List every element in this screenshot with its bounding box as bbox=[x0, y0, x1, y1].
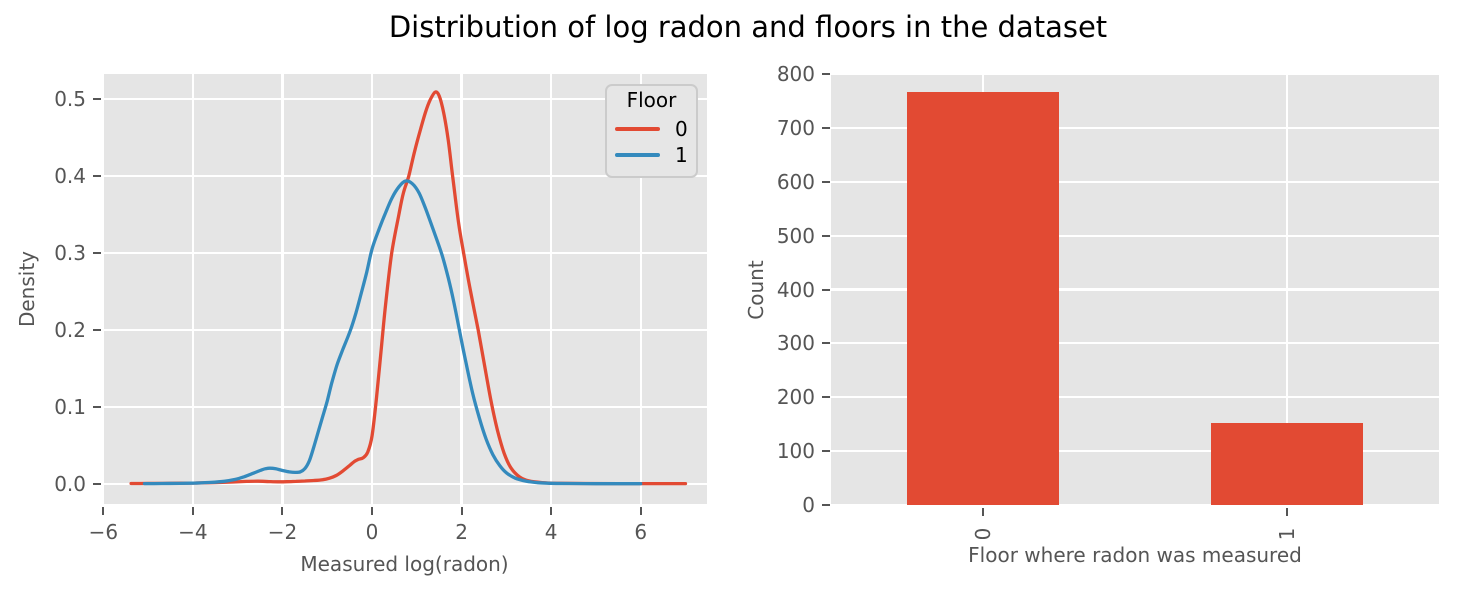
gridline-horizontal bbox=[831, 450, 1439, 453]
x-tick bbox=[371, 507, 374, 515]
y-tick-label: 200 bbox=[776, 385, 815, 410]
y-tick bbox=[822, 73, 830, 75]
gridline-horizontal bbox=[102, 174, 707, 178]
y-tick-label: 0.5 bbox=[54, 87, 86, 112]
x-tick-label: −2 bbox=[267, 520, 298, 544]
x-tick bbox=[550, 507, 553, 515]
gridline-horizontal bbox=[102, 97, 707, 101]
y-tick bbox=[93, 98, 101, 101]
kde-x-axis-label: Measured log(radon) bbox=[300, 552, 509, 576]
gridline-vertical bbox=[370, 74, 374, 504]
y-tick-label: 400 bbox=[776, 277, 815, 302]
bar-floor-1 bbox=[1211, 422, 1363, 505]
gridline-horizontal bbox=[102, 482, 707, 486]
x-tick-label: 6 bbox=[634, 520, 648, 544]
x-tick-label: 0 bbox=[971, 527, 995, 541]
y-tick bbox=[822, 180, 830, 183]
figure-title: Distribution of log radon and floors in … bbox=[388, 10, 1108, 44]
y-tick-label: 100 bbox=[776, 439, 815, 464]
y-tick-label: 600 bbox=[776, 169, 815, 194]
y-tick bbox=[822, 288, 830, 291]
gridline-horizontal bbox=[831, 342, 1439, 345]
x-tick-label: 2 bbox=[455, 520, 468, 544]
gridline-horizontal bbox=[831, 180, 1439, 183]
x-tick bbox=[1286, 508, 1288, 516]
gridline-vertical bbox=[191, 74, 195, 504]
y-tick-label: 800 bbox=[776, 62, 815, 86]
legend-label-floor-0: 0 bbox=[675, 117, 688, 141]
bar-floor-0 bbox=[907, 92, 1059, 505]
x-tick-label: 4 bbox=[544, 520, 558, 544]
y-tick bbox=[822, 342, 830, 345]
gridline-vertical bbox=[639, 74, 642, 504]
x-tick-label: 0 bbox=[365, 520, 379, 544]
legend: Floor 0 1 bbox=[605, 84, 698, 178]
y-tick-label: 0.4 bbox=[54, 164, 86, 188]
legend-title: Floor bbox=[626, 88, 677, 112]
y-tick bbox=[822, 126, 830, 129]
legend-line-swatch-floor-1 bbox=[615, 153, 660, 157]
bar-x-axis-label: Floor where radon was measured bbox=[968, 543, 1302, 567]
x-tick bbox=[191, 507, 194, 515]
y-tick bbox=[822, 234, 830, 237]
gridline-horizontal bbox=[102, 251, 707, 255]
y-tick-label: 300 bbox=[776, 331, 815, 356]
x-tick bbox=[281, 507, 284, 515]
gridline-horizontal bbox=[102, 328, 707, 332]
kde-curves bbox=[129, 90, 688, 486]
y-tick-label: 0.1 bbox=[54, 394, 86, 419]
y-tick-label: 0.0 bbox=[54, 471, 86, 496]
kde-curve-floor-0 bbox=[129, 90, 688, 486]
x-tick bbox=[982, 508, 984, 516]
kde-curve-floor-1 bbox=[142, 179, 643, 486]
y-tick bbox=[93, 252, 101, 254]
gridline-horizontal bbox=[831, 396, 1439, 399]
x-tick bbox=[460, 507, 463, 515]
y-tick-label: 700 bbox=[776, 115, 815, 140]
gridline-horizontal bbox=[831, 126, 1439, 129]
legend-line-swatch-floor-0 bbox=[615, 127, 660, 131]
gridline-horizontal bbox=[831, 503, 1439, 507]
gridline-horizontal bbox=[831, 288, 1439, 291]
y-tick bbox=[93, 328, 101, 331]
gridline-horizontal bbox=[831, 234, 1439, 237]
gridline-vertical bbox=[460, 74, 463, 504]
gridline-vertical bbox=[281, 74, 284, 504]
y-tick bbox=[93, 175, 101, 177]
y-tick bbox=[93, 405, 101, 408]
y-tick bbox=[93, 482, 101, 485]
y-tick-label: 0.3 bbox=[54, 241, 86, 265]
legend-item-floor-0: 0 bbox=[615, 117, 696, 141]
y-tick-label: 0 bbox=[802, 493, 815, 517]
gridline-horizontal bbox=[102, 405, 707, 409]
legend-label-floor-1: 1 bbox=[675, 143, 688, 167]
x-tick-label: −4 bbox=[178, 520, 208, 544]
y-tick-label: 0.2 bbox=[54, 317, 86, 342]
x-tick bbox=[639, 507, 642, 515]
x-tick-label: 1 bbox=[1275, 527, 1299, 541]
bar-plot-area bbox=[831, 72, 1439, 507]
x-tick-label: −6 bbox=[88, 520, 119, 544]
x-tick bbox=[102, 507, 105, 515]
gridline-horizontal bbox=[831, 72, 1439, 76]
y-tick-label: 500 bbox=[776, 223, 815, 248]
gridline-vertical bbox=[550, 74, 553, 504]
legend-item-floor-1: 1 bbox=[615, 143, 696, 167]
gridline-vertical bbox=[102, 74, 105, 504]
y-tick bbox=[822, 450, 830, 453]
y-tick bbox=[822, 396, 830, 399]
y-tick bbox=[822, 504, 830, 506]
